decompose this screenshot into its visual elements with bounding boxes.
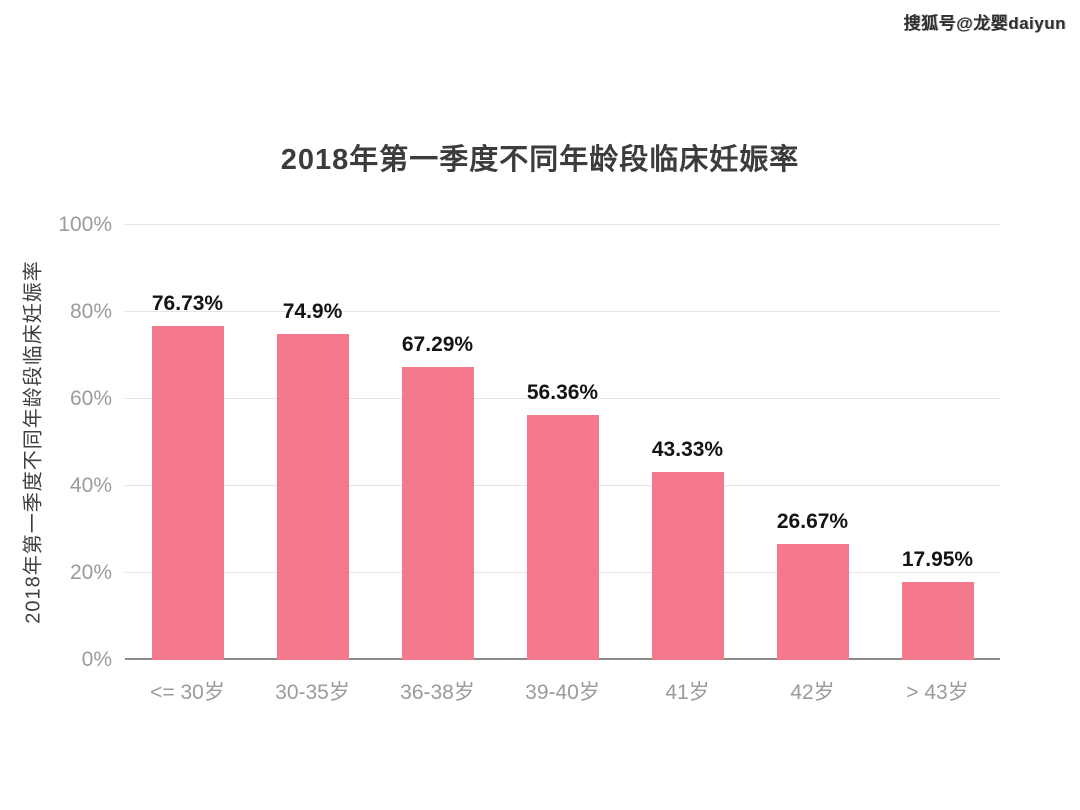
x-tick-label: 41岁 [665, 681, 710, 704]
gridline [125, 311, 1000, 312]
x-tick-label: 30-35岁 [275, 681, 350, 704]
bar [401, 367, 474, 660]
gridline [125, 398, 1000, 399]
x-tick-label: > 43岁 [906, 681, 969, 704]
bar-column: 67.29% 36-38岁 [375, 225, 500, 704]
bar [776, 544, 849, 660]
x-tick-label: <= 30岁 [150, 681, 225, 704]
bar-value-label: 56.36% [526, 380, 599, 404]
bar-value-label: 17.95% [901, 547, 974, 571]
bar-column: 74.9% 30-35岁 [250, 225, 375, 704]
bar [901, 581, 974, 660]
gridline [125, 224, 1000, 225]
y-tick-label: 60% [69, 387, 112, 410]
bar [276, 334, 349, 660]
bar-column: 76.73% <= 30岁 [125, 225, 250, 704]
y-axis-tick-labels: 0% 20% 40% 60% 80% 100% [0, 213, 112, 671]
bars-container: 76.73% <= 30岁 74.9% 30-35岁 67.29% 36-38岁 56.36… [125, 225, 1000, 704]
bar [151, 326, 224, 660]
bar-column: 56.36% 39-40岁 [500, 225, 625, 704]
bar [526, 414, 599, 660]
plot-area: 76.73% <= 30岁 74.9% 30-35岁 67.29% 36-38岁 56.36… [125, 224, 1000, 704]
bar-column: 17.95% > 43岁 [875, 225, 1000, 704]
bar-value-label: 67.29% [401, 333, 474, 357]
bar-column: 26.67% 42岁 [750, 225, 875, 704]
bar-value-label: 74.9% [282, 300, 343, 324]
y-tick-label: 20% [69, 561, 112, 584]
watermark-text: 搜狐号@龙婴daiyun [903, 14, 1066, 33]
bar-value-label: 26.67% [776, 510, 849, 533]
y-tick-label: 0% [81, 648, 112, 671]
y-tick-label: 40% [69, 474, 112, 497]
bar-value-label: 76.73% [151, 292, 224, 316]
x-tick-label: 36-38岁 [400, 681, 475, 704]
bar-value-label: 43.33% [651, 437, 724, 461]
x-tick-label: 42岁 [790, 681, 835, 704]
y-tick-label: 80% [69, 300, 112, 323]
y-tick-label: 100% [58, 213, 112, 236]
chart-title: 2018年第一季度不同年龄段临床妊娠率 [280, 144, 800, 176]
x-tick-label: 39-40岁 [525, 681, 600, 704]
bar [651, 471, 724, 660]
bar-column: 43.33% 41岁 [625, 225, 750, 704]
